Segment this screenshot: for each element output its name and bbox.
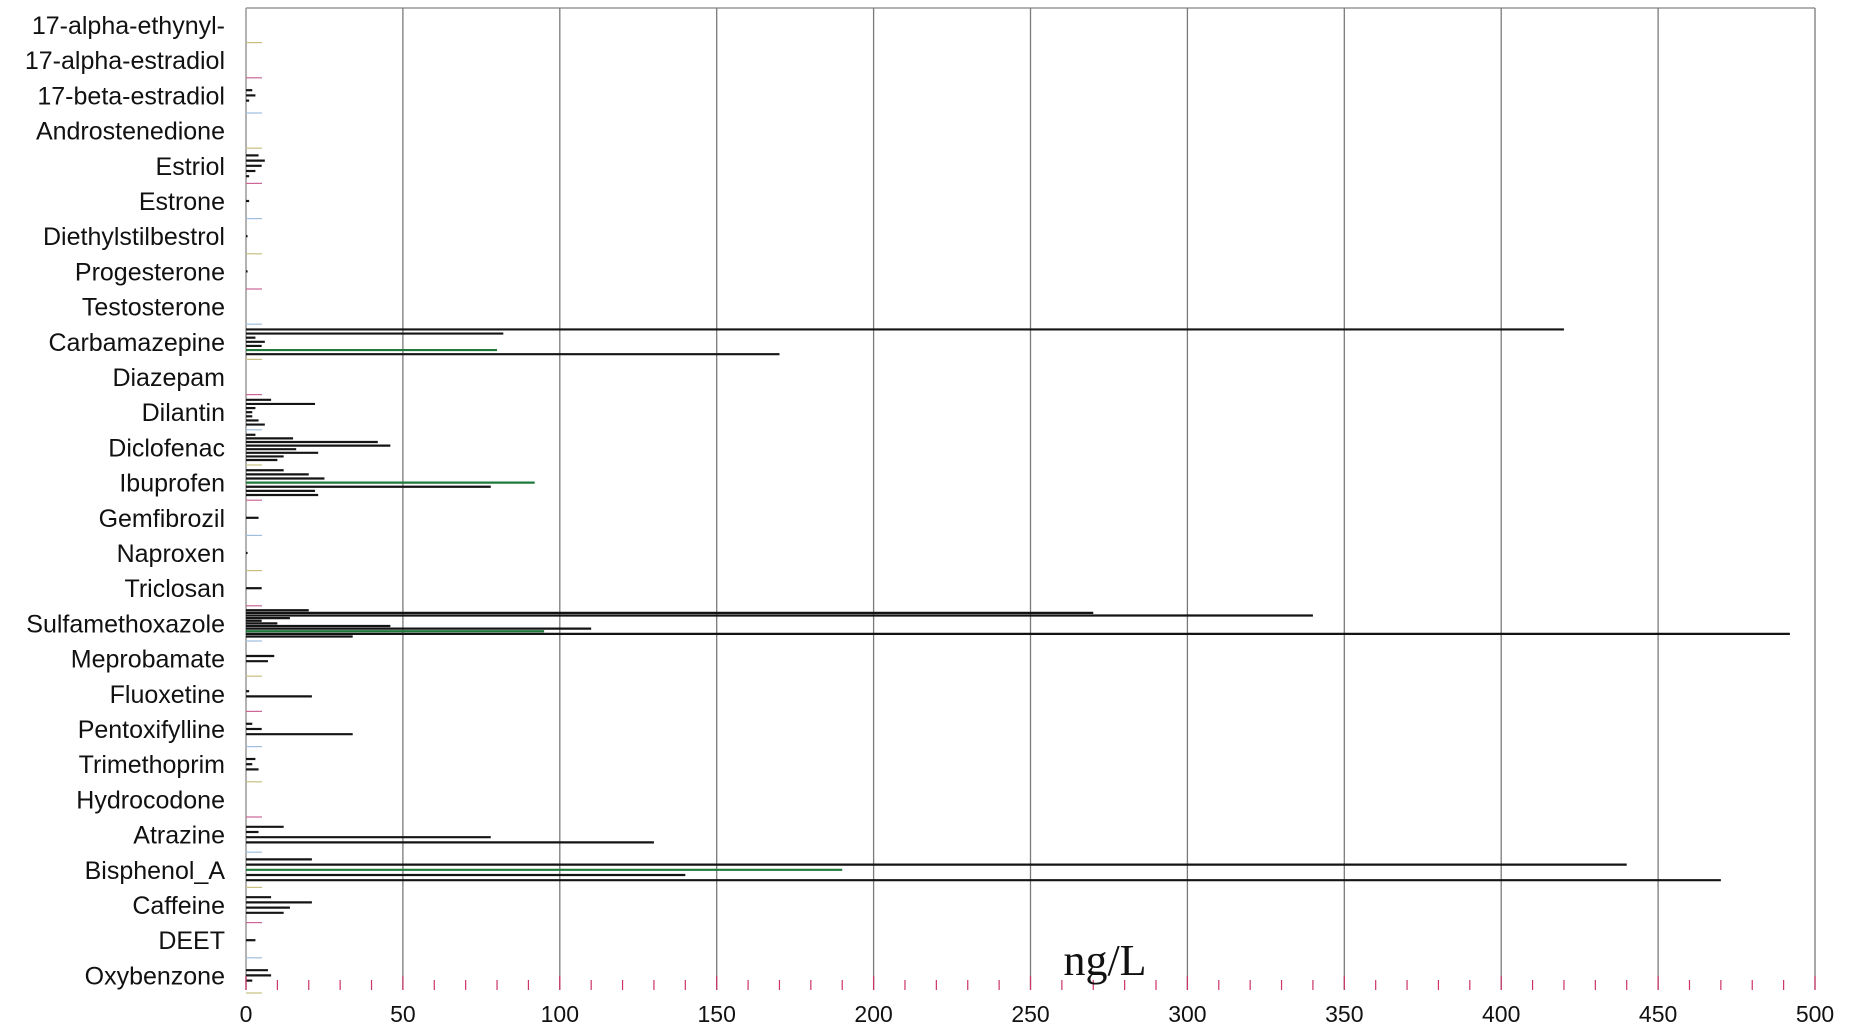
x-tick-label: 250 <box>1011 1001 1049 1026</box>
category-label: Meprobamate <box>71 646 225 674</box>
category-label: Trimethoprim <box>79 751 225 779</box>
x-tick-label: 150 <box>698 1001 736 1026</box>
x-tick-label: 500 <box>1796 1001 1834 1026</box>
category-label: Diazepam <box>112 364 225 392</box>
category-label: Progesterone <box>75 258 225 286</box>
x-axis-unit-label: ng/L <box>1063 936 1146 985</box>
category-label: 17-alpha-estradiol <box>25 47 225 75</box>
category-label: Ibuprofen <box>119 470 225 498</box>
category-label: Caffeine <box>132 892 225 920</box>
category-label: 17-beta-estradiol <box>37 82 225 110</box>
category-label: Carbamazepine <box>49 329 226 357</box>
category-label: Oxybenzone <box>85 962 225 990</box>
category-label: Sulfamethoxazole <box>26 610 225 638</box>
category-label: Atrazine <box>133 822 225 850</box>
category-label: Diethylstilbestrol <box>43 223 225 251</box>
category-label: Estriol <box>156 153 225 181</box>
x-axis: 0 50 100 150 200 250 300 350 400 450 500 <box>240 976 1834 1026</box>
category-label: Diclofenac <box>108 434 225 462</box>
x-tick-label: 300 <box>1168 1001 1206 1026</box>
category-label: Dilantin <box>142 399 225 427</box>
x-tick-label: 450 <box>1639 1001 1677 1026</box>
category-label: Estrone <box>139 188 225 216</box>
category-label: Triclosan <box>125 575 226 603</box>
category-label: Naproxen <box>117 540 225 568</box>
category-label: Testosterone <box>82 294 225 322</box>
category-label: Fluoxetine <box>110 681 225 709</box>
bar-series <box>246 89 1790 982</box>
x-tick-label: 200 <box>854 1001 892 1026</box>
category-labels: 17-alpha-ethynyl- 17-alpha-estradiol 17-be… <box>25 12 262 994</box>
category-label: Pentoxifylline <box>78 716 225 744</box>
x-tick-label: 50 <box>390 1001 416 1026</box>
x-tick-label: 100 <box>541 1001 579 1026</box>
category-label: Bisphenol_A <box>85 857 226 885</box>
x-tick-label: 350 <box>1325 1001 1363 1026</box>
x-tick-label: 400 <box>1482 1001 1520 1026</box>
category-label: Androstenedione <box>36 118 225 146</box>
category-label: 17-alpha-ethynyl- <box>32 12 225 40</box>
category-label: DEET <box>158 927 225 955</box>
category-label: Gemfibrozil <box>99 505 225 533</box>
category-label: Hydrocodone <box>76 786 225 814</box>
x-tick-label: 0 <box>240 1001 253 1026</box>
